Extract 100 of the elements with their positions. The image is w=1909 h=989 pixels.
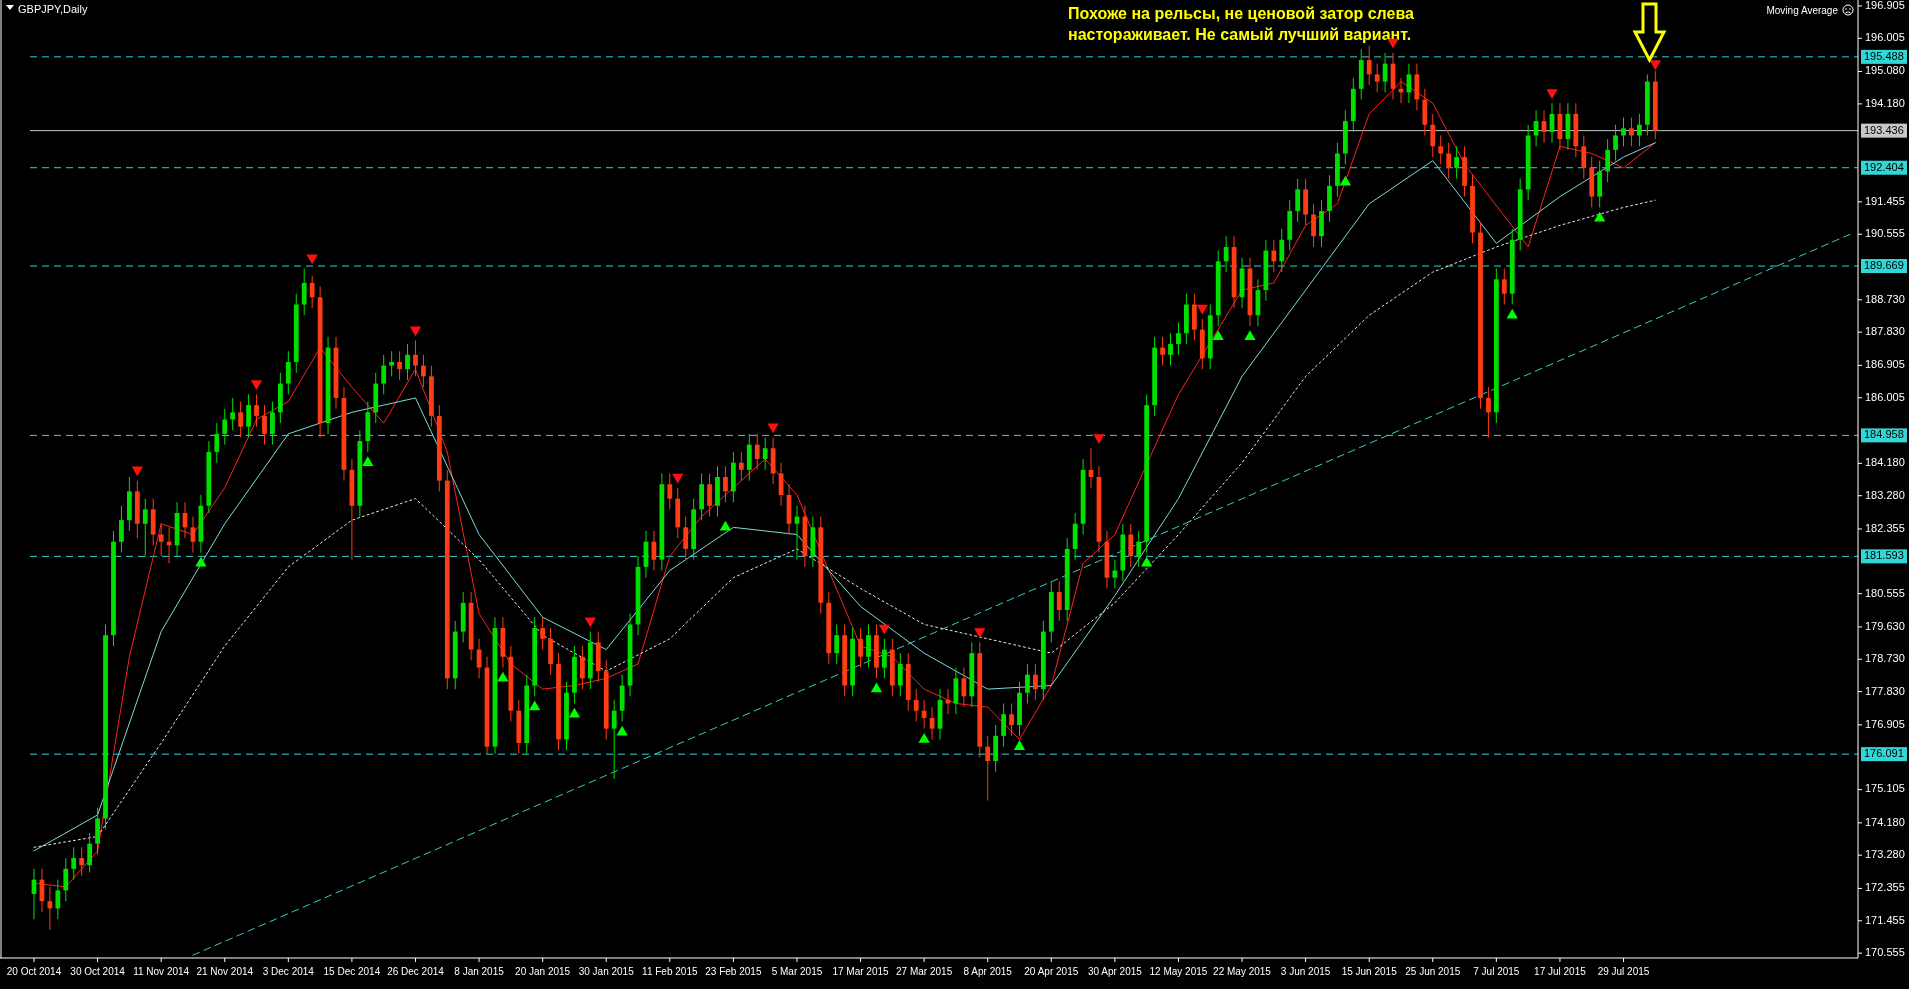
point	[529, 700, 541, 711]
y-tick-label: 177.830	[1865, 684, 1905, 697]
x-tick-label: 30 Oct 2014	[70, 966, 126, 977]
x-tick-label: 21 Nov 2014	[196, 966, 254, 977]
y-tick-label: 191.455	[1865, 194, 1905, 207]
candlestick	[667, 472, 673, 510]
candlestick	[158, 523, 164, 557]
candlestick	[540, 616, 546, 651]
x-tick-label: 20 Oct 2014	[6, 966, 62, 977]
candlestick	[309, 275, 315, 309]
point	[1093, 434, 1105, 444]
candlestick	[1454, 145, 1460, 180]
candlestick	[754, 433, 760, 471]
candlestick	[1176, 321, 1181, 356]
x-tick-label: 11 Nov 2014	[133, 966, 190, 977]
candlestick	[1311, 203, 1316, 248]
y-tick-label: 187.830	[1865, 325, 1905, 338]
candlestick	[389, 350, 395, 377]
x-tick-label: 8 Apr 2015	[963, 966, 1013, 977]
candlestick	[222, 408, 228, 446]
candlestick	[1025, 663, 1030, 704]
candlestick	[1112, 559, 1118, 589]
x-tick-label: 17 Mar 2015	[832, 966, 890, 977]
x-tick-label: 25 Jun 2015	[1405, 966, 1461, 977]
candlestick	[142, 498, 148, 557]
candlestick	[55, 879, 61, 920]
candlestick	[119, 505, 124, 554]
candlestick	[262, 404, 267, 446]
candlestick	[580, 645, 585, 690]
point	[1212, 330, 1224, 341]
y-tick-label: 174.180	[1865, 815, 1905, 828]
candlestick	[270, 401, 275, 446]
chart-title: GBPJPY,Daily	[18, 2, 88, 15]
x-tick-label: 27 Mar 2015	[896, 966, 953, 977]
x-tick-label: 3 Dec 2014	[262, 966, 315, 977]
point	[672, 473, 684, 484]
candlestick	[246, 393, 251, 438]
candlestick	[1136, 530, 1142, 568]
candlestick	[230, 397, 236, 431]
y-tick-label: 180.555	[1865, 586, 1905, 599]
y-tick-label: 170.555	[1865, 946, 1905, 959]
ref-line-label: 193.436	[1864, 123, 1904, 136]
candlestick	[1446, 142, 1452, 180]
y-tick-label: 179.630	[1865, 619, 1905, 632]
candlestick	[1160, 336, 1165, 367]
candlestick	[1605, 138, 1611, 183]
candlestick	[1056, 580, 1062, 622]
candlestick	[1486, 386, 1491, 438]
y-tick-label: 194.180	[1865, 96, 1905, 109]
x-tick-label: 29 Jul 2015	[1597, 966, 1650, 977]
y-tick-label: 173.280	[1865, 848, 1905, 861]
candlestick	[1430, 113, 1436, 158]
point	[1013, 740, 1026, 750]
x-tick-label: 7 Jul 2015	[1473, 966, 1520, 977]
y-tick-label: 195.080	[1865, 64, 1905, 77]
point	[616, 725, 628, 736]
candlestick	[1271, 239, 1277, 273]
x-tick-label: 15 Jun 2015	[1341, 966, 1398, 977]
candlestick	[762, 436, 768, 471]
candlestick	[1009, 702, 1014, 737]
y-tick-label: 171.455	[1865, 913, 1905, 926]
point	[870, 682, 883, 693]
point	[497, 671, 509, 682]
y-tick-label: 186.905	[1865, 358, 1905, 371]
x-tick-label: 8 Jan 2015	[454, 966, 505, 977]
candlestick	[79, 846, 85, 877]
x-tick-label: 23 Feb 2015	[705, 966, 762, 977]
candlestick	[1621, 117, 1626, 147]
x-tick-label: 3 Jun 2015	[1280, 966, 1331, 977]
candlestick	[921, 699, 927, 730]
point	[767, 423, 779, 434]
candlestick	[1295, 178, 1301, 223]
y-tick-label: 182.355	[1865, 521, 1905, 534]
point	[918, 732, 930, 743]
x-tick-label: 12 May 2015	[1149, 966, 1208, 977]
point	[195, 556, 207, 567]
candlestick	[397, 350, 402, 381]
y-tick-label: 176.905	[1865, 717, 1905, 730]
candlestick	[381, 354, 387, 395]
candlestick	[254, 393, 259, 428]
candlestick	[1366, 45, 1372, 86]
candlestick	[63, 857, 69, 902]
candlestick	[405, 343, 410, 381]
ref-line-label: 184.958	[1864, 428, 1904, 441]
candlestick	[1629, 117, 1634, 147]
ref-line-label: 181.593	[1864, 549, 1904, 562]
candlestick	[866, 623, 871, 669]
point	[131, 466, 143, 477]
x-tick-label: 20 Apr 2015	[1024, 966, 1079, 977]
point	[250, 380, 263, 391]
ref-line-label: 195.488	[1864, 49, 1904, 62]
candlestick	[1033, 663, 1038, 701]
x-tick-label: 26 Dec 2014	[387, 966, 445, 977]
candlestick	[1637, 113, 1642, 147]
candlestick	[985, 735, 991, 802]
point	[362, 456, 374, 466]
candlestick	[683, 516, 689, 561]
candlestick	[1581, 135, 1587, 180]
ref-line-label: 189.669	[1864, 258, 1904, 271]
candlestick	[1223, 235, 1229, 273]
